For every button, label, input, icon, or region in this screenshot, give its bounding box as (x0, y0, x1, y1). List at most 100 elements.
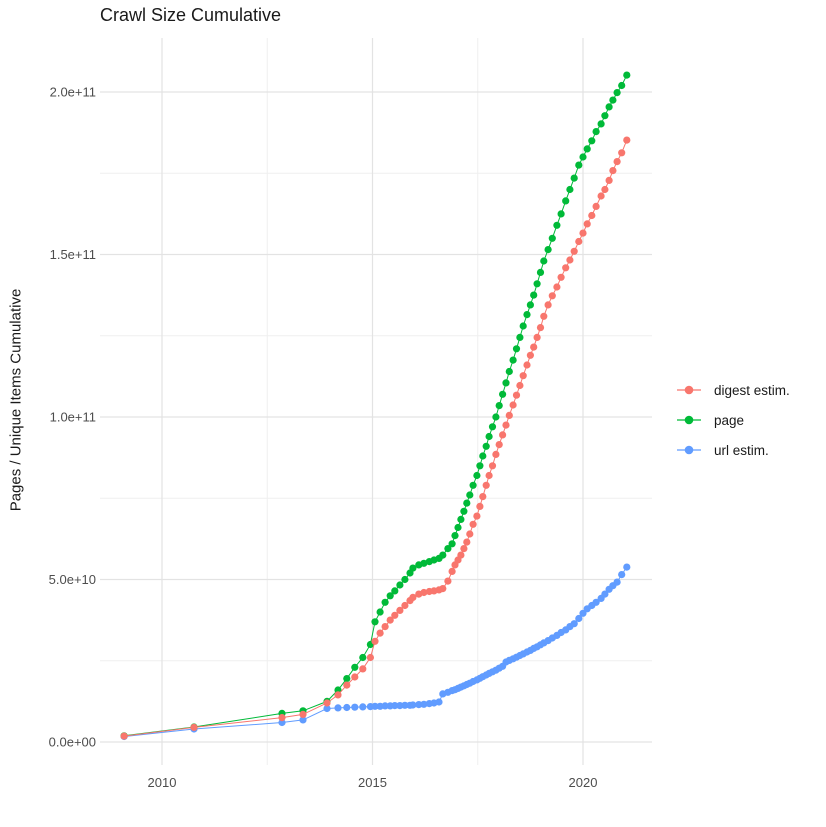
data-point (444, 545, 452, 553)
legend-key-url-icon (677, 445, 701, 455)
data-point (376, 629, 384, 637)
data-point (448, 567, 456, 576)
legend: digest estim. page url estim. (674, 375, 790, 465)
data-point (409, 593, 417, 602)
data-point (575, 614, 583, 623)
y-tick-label: 1.0e+11 (50, 410, 96, 425)
data-point (409, 701, 417, 709)
data-point (579, 229, 587, 237)
data-point (512, 345, 521, 353)
data-point (351, 673, 359, 681)
x-tick-label: 2010 (148, 775, 177, 790)
data-point (509, 356, 517, 364)
data-point (439, 551, 447, 559)
data-point (544, 246, 552, 254)
data-point (391, 587, 399, 595)
x-tick-label: 2020 (569, 775, 598, 790)
data-point (391, 702, 399, 710)
data-point (381, 623, 389, 631)
data-point (396, 606, 404, 615)
data-point (371, 618, 379, 626)
data-point (466, 530, 474, 538)
gridlines-minor (100, 38, 652, 765)
data-point (562, 197, 570, 205)
data-point (516, 333, 524, 341)
data-point (409, 564, 417, 572)
data-point (579, 153, 587, 161)
data-point (509, 401, 517, 409)
chart-title: Crawl Size Cumulative (100, 5, 282, 25)
data-point (495, 402, 503, 410)
series-url-estim (120, 563, 631, 741)
data-point (505, 411, 513, 419)
data-point (334, 704, 342, 712)
data-point (623, 136, 631, 144)
data-point (366, 653, 374, 662)
data-point (570, 174, 578, 182)
data-point (415, 701, 423, 709)
data-point (566, 185, 574, 194)
data-point (334, 691, 342, 699)
data-point (371, 637, 379, 645)
data-point (473, 471, 481, 480)
data-point (492, 413, 500, 421)
data-point (343, 675, 351, 683)
data-point (278, 714, 286, 722)
y-tick-label: 2.0e+11 (50, 85, 96, 100)
data-point (533, 333, 541, 341)
data-point (548, 234, 556, 242)
data-point (488, 423, 497, 431)
data-point (519, 322, 527, 330)
data-point (623, 563, 631, 571)
data-point (469, 520, 477, 528)
series-line (124, 139, 628, 737)
data-point (473, 512, 481, 520)
data-point (544, 301, 552, 309)
data-point (343, 681, 351, 689)
data-point (516, 381, 524, 390)
data-point (359, 703, 367, 711)
data-point (482, 481, 490, 489)
data-point (592, 128, 600, 136)
data-point (420, 588, 428, 597)
data-point (376, 608, 384, 616)
data-point (451, 532, 459, 540)
data-point (386, 592, 394, 600)
data-point (618, 149, 626, 157)
data-point (323, 699, 331, 707)
legend-key-page-icon (677, 415, 701, 425)
data-point (485, 471, 493, 480)
data-point (605, 103, 613, 111)
data-point (601, 185, 609, 194)
data-series-layer (120, 71, 631, 741)
data-point (485, 432, 493, 441)
data-point (479, 452, 487, 460)
legend-entry-page: page (674, 405, 790, 435)
data-point (463, 538, 471, 546)
data-point (479, 493, 487, 501)
data-point (618, 571, 626, 579)
data-point (609, 96, 617, 104)
data-point (420, 700, 428, 708)
y-tick-label: 0.0e+00 (49, 735, 96, 750)
series-line (124, 566, 628, 737)
legend-label-digest: digest estim. (714, 382, 790, 398)
data-point (588, 211, 596, 220)
data-point (597, 120, 605, 128)
data-point (530, 343, 538, 351)
data-point (512, 391, 521, 399)
data-point (548, 292, 556, 300)
data-point (391, 611, 399, 619)
data-point (299, 716, 307, 724)
data-point (562, 264, 570, 272)
data-point (371, 702, 379, 710)
data-point (351, 663, 359, 671)
data-point (570, 620, 578, 628)
data-point (381, 702, 389, 710)
data-point (605, 176, 613, 184)
data-point (623, 71, 631, 79)
data-point (439, 585, 447, 593)
data-point (505, 367, 513, 376)
data-point (592, 598, 600, 606)
